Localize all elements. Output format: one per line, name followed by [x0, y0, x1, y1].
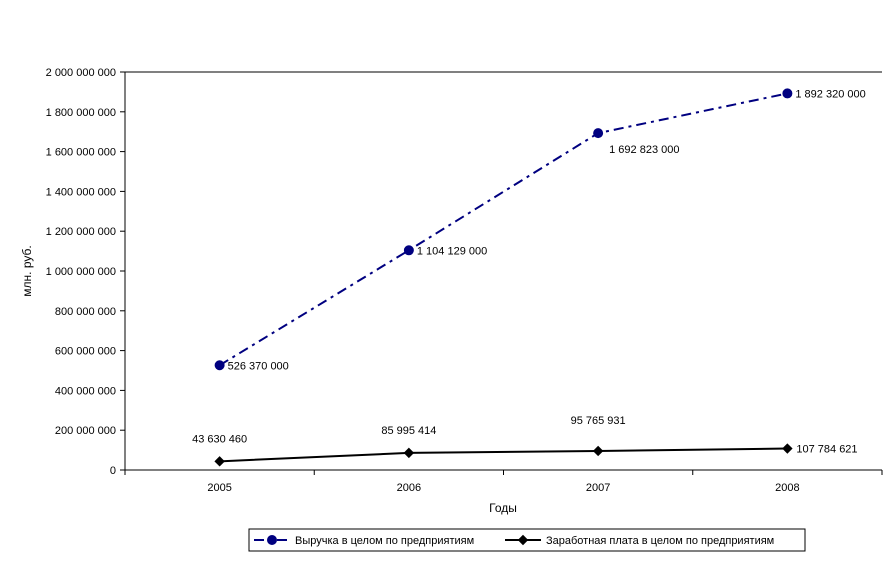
y-tick-label: 400 000 000 [55, 385, 116, 397]
y-tick-label: 1 000 000 000 [46, 266, 116, 278]
legend: Выручка в целом по предприятиям Заработн… [248, 528, 806, 552]
x-axis-title: Годы [489, 501, 517, 515]
revenue-point [593, 128, 604, 139]
legend-label-salary: Заработная плата в целом по предприятиям [546, 535, 774, 547]
y-axis-title: млн. руб. [20, 245, 34, 296]
revenue-data-label: 1 104 129 000 [417, 245, 487, 257]
legend-label-revenue: Выручка в целом по предприятиям [295, 535, 474, 547]
x-tick-label: 2007 [586, 482, 610, 494]
y-tick-label: 600 000 000 [55, 346, 116, 358]
y-tick-label: 1 800 000 000 [46, 107, 116, 119]
x-tick-label: 2006 [397, 482, 421, 494]
revenue-line [219, 92, 788, 367]
salary-point [214, 456, 225, 467]
revenue-point [214, 360, 225, 371]
revenue-data-label: 1 692 823 000 [609, 144, 679, 156]
salary-point [403, 447, 415, 459]
legend-marker-revenue [267, 535, 277, 545]
salary-line [219, 447, 788, 463]
y-tick-label: 1 200 000 000 [46, 226, 116, 238]
axes: 0 200 000 000 400 000 000 600 000 000 800 00… [46, 67, 883, 494]
revenue-data-label: 1 892 320 000 [795, 88, 865, 100]
y-tick-label: 800 000 000 [55, 306, 116, 318]
salary-data-label: 85 995 414 [381, 425, 436, 437]
salary-point [592, 445, 604, 457]
series-layer [214, 88, 793, 467]
revenue-point [403, 245, 414, 256]
salary-data-label: 95 765 931 [571, 415, 626, 427]
y-tick-label: 1 600 000 000 [46, 147, 116, 159]
y-tick-label: 2 000 000 000 [46, 67, 116, 79]
revenue-point [782, 88, 793, 99]
salary-point [782, 443, 793, 454]
y-tick-label: 200 000 000 [55, 425, 116, 437]
data-labels: 526 370 000 1 104 129 000 1 692 823 000 1 8… [192, 88, 866, 455]
salary-data-label: 107 784 621 [796, 444, 857, 456]
salary-data-label: 43 630 460 [192, 433, 247, 445]
y-tick-label: 0 [110, 465, 116, 477]
legend-marker-salary [517, 534, 529, 546]
x-tick-label: 2005 [207, 482, 231, 494]
y-tick-label: 1 400 000 000 [46, 186, 116, 198]
revenue-data-label: 526 370 000 [228, 360, 289, 372]
x-tick-label: 2008 [775, 482, 799, 494]
